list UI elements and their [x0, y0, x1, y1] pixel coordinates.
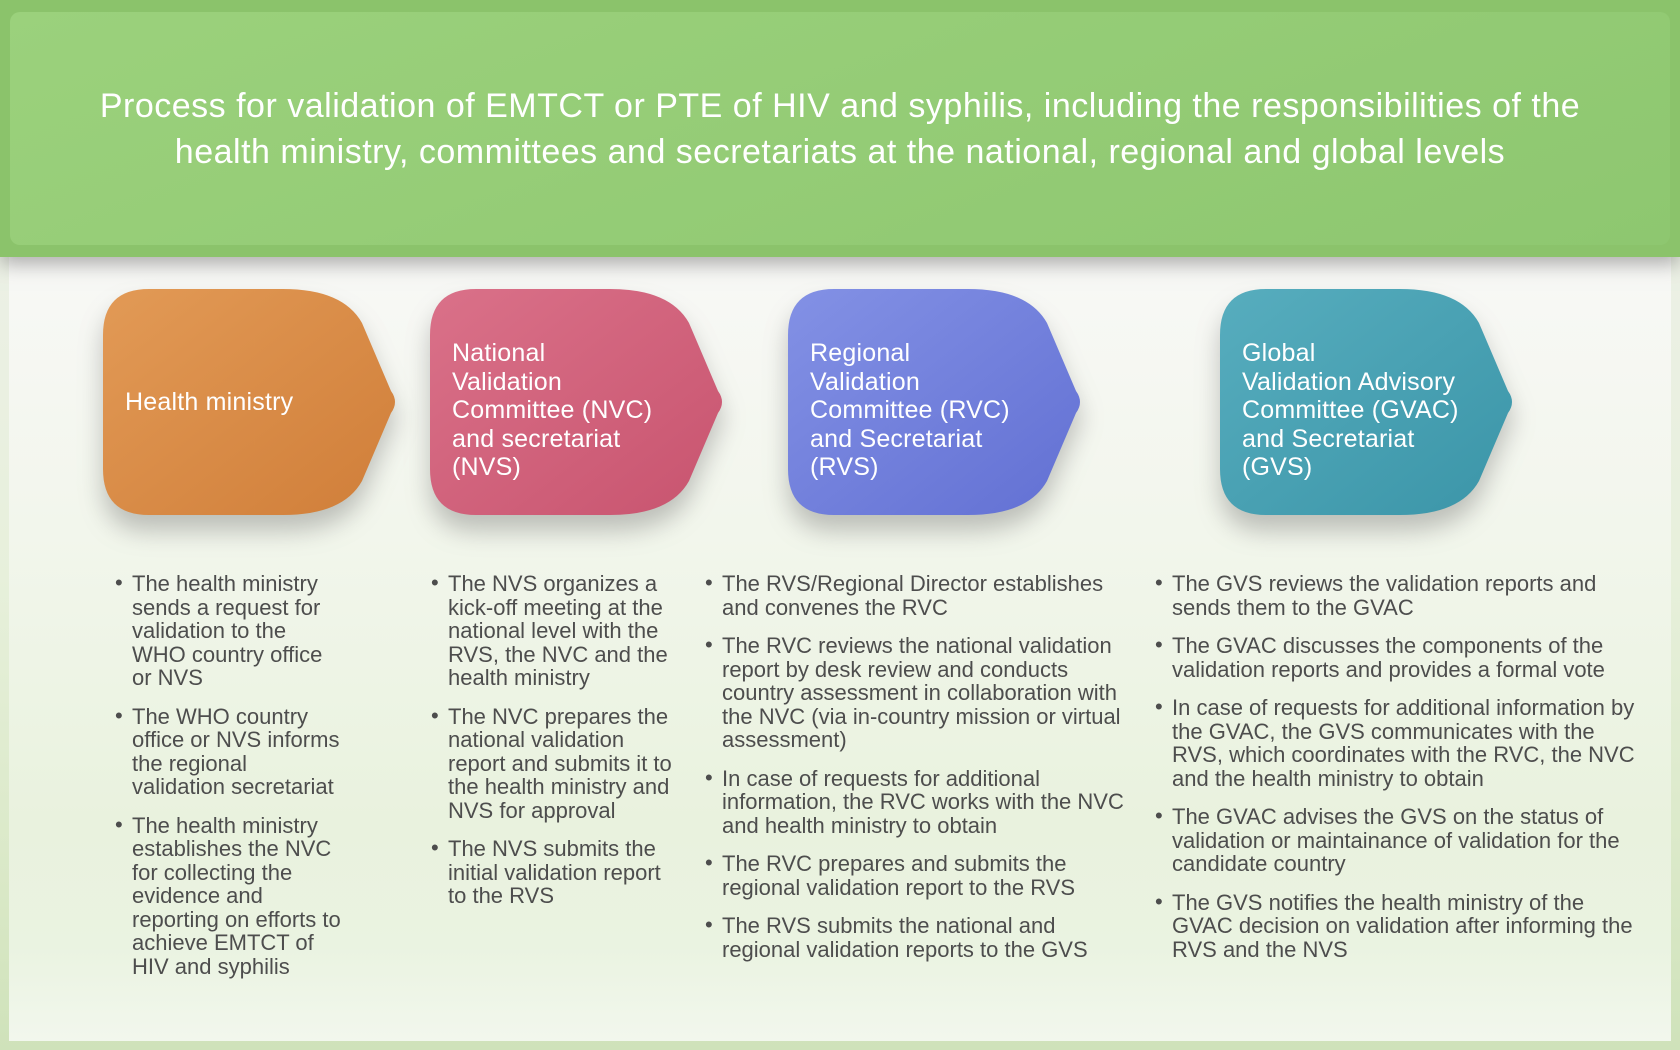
bullet-item: The NVS submits the initial validation r…	[428, 836, 676, 908]
stage-bullets-health-ministry: The health ministry sends a request for …	[112, 571, 344, 993]
bullet-item: The health ministry sends a request for …	[112, 571, 344, 690]
stage-shape-global-validation-advisory-committee: Global Validation Advisory Committee (GV…	[1220, 289, 1516, 515]
chevron-arrow-shape	[788, 289, 1080, 515]
stage-bullets-regional-validation-committee: The RVS/Regional Director establishes an…	[702, 571, 1135, 976]
chevron-arrow-shape	[1220, 289, 1512, 515]
stage-bullets-national-validation-committee: The NVS organizes a kick-off meeting at …	[428, 571, 676, 923]
stage-label-health-ministry: Health ministry	[125, 387, 294, 416]
bullet-item: The RVS submits the national and regiona…	[702, 913, 1135, 961]
title-panel: Process for validation of EMTCT or PTE o…	[10, 12, 1670, 245]
bullet-item: In case of requests for additional infor…	[1152, 695, 1644, 790]
bullet-item: The WHO country office or NVS informs th…	[112, 704, 344, 799]
bullet-item: The GVAC discusses the components of the…	[1152, 633, 1644, 681]
stage-shape-national-validation-committee: National Validation Committee (NVC) and …	[430, 289, 726, 515]
bullet-item: The RVS/Regional Director establishes an…	[702, 571, 1135, 619]
bullet-item: The GVAC advises the GVS on the status o…	[1152, 804, 1644, 876]
stage-bullets-global-validation-advisory-committee: The GVS reviews the validation reports a…	[1152, 571, 1644, 976]
bullet-item: The RVC prepares and submits the regiona…	[702, 851, 1135, 899]
bullet-item: The health ministry establishes the NVC …	[112, 813, 344, 979]
page-title: Process for validation of EMTCT or PTE o…	[99, 86, 1581, 171]
stage-label-global-validation-advisory-committee: Global Validation Advisory Committee (GV…	[1242, 339, 1459, 481]
stage-label-regional-validation-committee: Regional Validation Committee (RVC) and …	[810, 339, 1010, 481]
bullet-item: The RVC reviews the national validation …	[702, 633, 1135, 752]
bullet-item: The GVS reviews the validation reports a…	[1152, 571, 1644, 619]
chevron-arrow-shape	[430, 289, 722, 515]
title-banner: Process for validation of EMTCT or PTE o…	[0, 0, 1680, 257]
stage-shape-health-ministry: Health ministry	[103, 289, 399, 515]
bullet-item: The GVS notifies the health ministry of …	[1152, 890, 1644, 962]
bullet-item: The NVC prepares the national validation…	[428, 704, 676, 823]
stage-shape-regional-validation-committee: Regional Validation Committee (RVC) and …	[788, 289, 1084, 515]
chevron-arrow-shape	[103, 289, 395, 515]
bullet-item: In case of requests for additional infor…	[702, 766, 1135, 838]
stage-label-national-validation-committee: National Validation Committee (NVC) and …	[452, 339, 653, 481]
bullet-item: The NVS organizes a kick-off meeting at …	[428, 571, 676, 690]
